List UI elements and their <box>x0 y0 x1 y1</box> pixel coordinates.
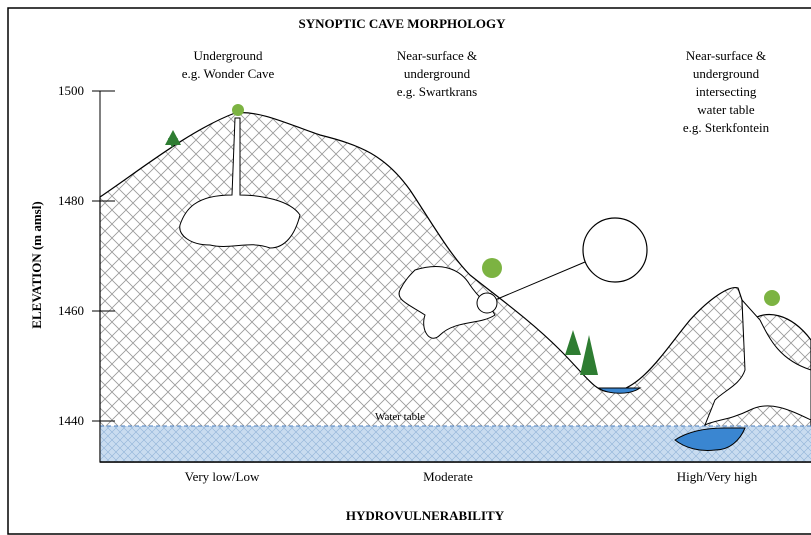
column-label: Near-surface & <box>686 48 766 63</box>
column-label: e.g. Wonder Cave <box>182 66 275 81</box>
pool <box>674 427 746 451</box>
level-label: Very low/Low <box>185 469 260 484</box>
callout-line <box>494 261 586 301</box>
pool <box>596 387 642 394</box>
column-label: underground <box>404 66 471 81</box>
cave <box>179 117 301 249</box>
title: SYNOPTIC CAVE MORPHOLOGY <box>298 16 506 31</box>
level-label: High/Very high <box>677 469 758 484</box>
tick-label: 1460 <box>58 303 84 318</box>
column-label: Underground <box>193 48 263 63</box>
column-label: e.g. Sterkfontein <box>683 120 770 135</box>
cave <box>704 298 811 427</box>
miner-spot <box>476 292 498 314</box>
column-label: underground <box>693 66 760 81</box>
miner-callout <box>582 217 648 283</box>
column-label: Near-surface & <box>397 48 477 63</box>
tick-label: 1440 <box>58 413 84 428</box>
tick-label: 1500 <box>58 83 84 98</box>
y-axis-label: ELEVATION (m amsl) <box>29 201 44 328</box>
column-label: intersecting <box>696 84 757 99</box>
column-label: e.g. Swartkrans <box>397 84 478 99</box>
trees <box>165 104 780 375</box>
tick-label: 1480 <box>58 193 84 208</box>
bottom-title: HYDROVULNERABILITY <box>346 508 505 523</box>
column-label: water table <box>697 102 755 117</box>
frame <box>7 7 811 535</box>
level-label: Moderate <box>423 469 473 484</box>
water-table-label: Water table <box>375 411 425 423</box>
cave <box>398 266 496 339</box>
